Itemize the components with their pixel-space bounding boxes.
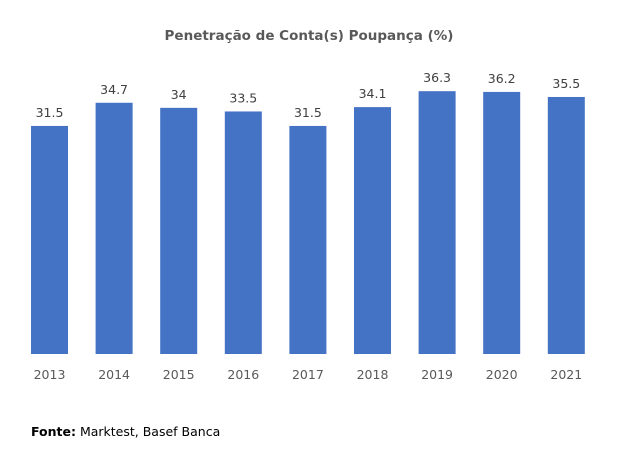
chart-title: Penetração de Conta(s) Poupança (%) [165,28,454,44]
bar-2018 [354,107,391,354]
data-label: 36.2 [488,71,516,86]
data-label: 31.5 [294,105,322,120]
data-label: 35.5 [552,76,580,91]
data-label: 36.3 [423,70,451,85]
bar-2015 [160,107,198,354]
bar-2017 [289,125,327,354]
bar-2019 [418,91,456,355]
bar-2020 [483,91,521,355]
x-tick-label: 2017 [292,367,324,382]
x-tick-label: 2014 [98,367,130,382]
bar-2016 [224,111,262,355]
bar-chart: Penetração de Conta(s) Poupança (%) 31.5… [31,28,585,382]
x-tick-label: 2016 [227,367,259,382]
x-tick-label: 2018 [357,367,389,382]
x-tick-label: 2013 [34,367,66,382]
data-label: 33.5 [229,90,257,105]
x-tick-label: 2015 [163,367,195,382]
source-note: Fonte: Marktest, Basef Banca [31,424,220,439]
x-tick-label: 2019 [421,367,453,382]
source-label: Fonte: [31,424,76,439]
data-label: 34.1 [359,86,387,101]
bar-2021 [547,96,585,354]
bar-2013 [31,125,68,354]
x-tick-label: 2020 [486,367,518,382]
source-text: Marktest, Basef Banca [75,424,221,439]
data-label: 34 [171,87,187,102]
bar-2014 [95,102,133,354]
x-tick-label: 2021 [550,367,582,382]
data-label: 34.7 [100,82,128,97]
data-label: 31.5 [36,105,64,120]
